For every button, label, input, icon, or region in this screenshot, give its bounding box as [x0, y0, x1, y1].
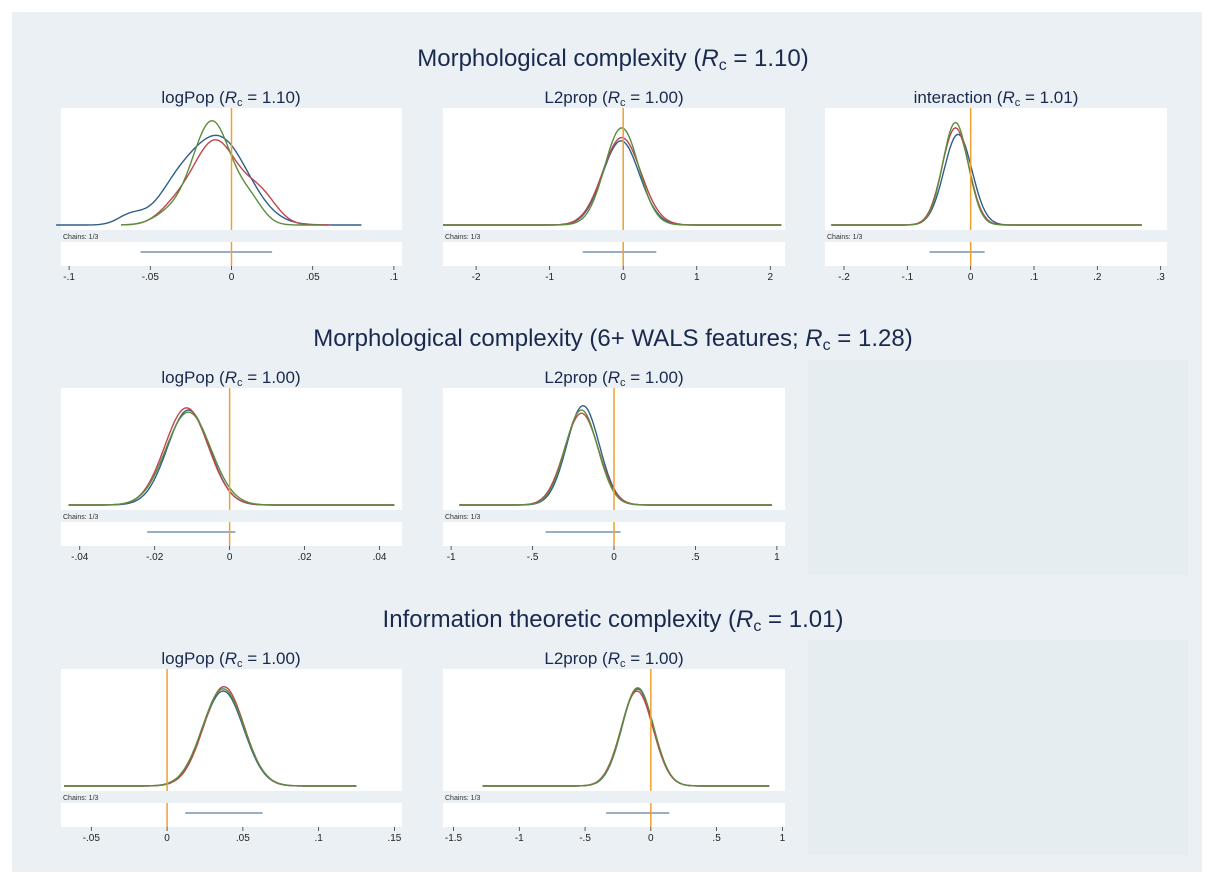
- x-tick-label: .02: [298, 552, 312, 563]
- density-plot-area: [825, 108, 1167, 230]
- chains-label: Chains: 1/3: [445, 234, 481, 241]
- section-title: Information theoretic complexity (Rc = 1…: [383, 606, 844, 635]
- panel-title: L2prop (Rc = 1.00): [544, 368, 683, 389]
- x-tick-label: .1: [1030, 272, 1039, 283]
- density-panel: logPop (Rc = 1.00) Chains: 1/3 -.04 -.02 0…: [61, 368, 402, 563]
- x-tick-label: .5: [712, 833, 721, 844]
- x-tick-label: 0: [620, 272, 626, 283]
- x-tick-label: 2: [768, 272, 774, 283]
- empty-panel: [808, 640, 1188, 855]
- section-title: Morphological complexity (6+ WALS featur…: [313, 325, 912, 354]
- x-tick-label: -1: [545, 272, 554, 283]
- panel-title: interaction (Rc = 1.01): [914, 88, 1079, 109]
- density-plot-area: [443, 108, 785, 230]
- interval-strip: [61, 803, 402, 827]
- interval-strip: [825, 242, 1167, 266]
- x-tick-label: -1.5: [445, 833, 463, 844]
- density-curve-chain-3: [831, 121, 1142, 226]
- interval-strip: [443, 803, 785, 827]
- density-curve-chain-3: [68, 411, 395, 506]
- panel-title: L2prop (Rc = 1.00): [544, 649, 683, 670]
- x-tick-label: -1: [515, 833, 524, 844]
- x-tick-label: -.05: [142, 272, 160, 283]
- density-curve-chain-3: [443, 127, 782, 226]
- density-curve-chain-3: [459, 409, 772, 506]
- panel-title: logPop (Rc = 1.10): [161, 88, 300, 109]
- x-tick-label: -2: [472, 272, 481, 283]
- chains-label: Chains: 1/3: [63, 234, 99, 241]
- x-tick-label: 0: [648, 833, 654, 844]
- density-curve-chain-3: [121, 119, 321, 226]
- x-tick-label: .15: [387, 833, 401, 844]
- x-tick-label: .5: [691, 552, 700, 563]
- density-curve-chain-2: [121, 139, 329, 226]
- x-tick-label: -.04: [71, 552, 89, 563]
- section-title: Morphological complexity (Rc = 1.10): [417, 45, 809, 74]
- density-plot-area: [443, 669, 785, 791]
- x-tick-label: .05: [306, 272, 320, 283]
- density-panel: L2prop (Rc = 1.00) Chains: 1/3 -1 -.5 0 .5 1: [443, 368, 785, 563]
- chains-label: Chains: 1/3: [827, 234, 863, 241]
- x-tick-label: -.05: [83, 833, 101, 844]
- x-tick-label: 1: [774, 552, 780, 563]
- x-tick-label: 0: [968, 272, 974, 283]
- density-panel: L2prop (Rc = 1.00) Chains: 1/3 -2 -1 0 1 2: [443, 88, 785, 283]
- panel-title: logPop (Rc = 1.00): [161, 649, 300, 670]
- density-curve-chain-3: [482, 687, 770, 787]
- x-tick-label: 1: [694, 272, 700, 283]
- empty-panel: [808, 360, 1188, 575]
- x-tick-label: -1: [447, 552, 456, 563]
- x-tick-label: .04: [373, 552, 387, 563]
- chains-label: Chains: 1/3: [445, 795, 481, 802]
- panel-title: L2prop (Rc = 1.00): [544, 88, 683, 109]
- x-tick-label: .3: [1156, 272, 1165, 283]
- chains-label: Chains: 1/3: [63, 795, 99, 802]
- density-plot-area: [61, 669, 402, 791]
- x-tick-label: .1: [314, 833, 323, 844]
- x-tick-label: -.5: [579, 833, 591, 844]
- x-tick-label: 0: [164, 833, 170, 844]
- x-tick-label: -.02: [146, 552, 164, 563]
- x-tick-label: .05: [236, 833, 250, 844]
- x-tick-label: -.5: [527, 552, 539, 563]
- density-panel: logPop (Rc = 1.10) Chains: 1/3 -.1 -.05 0.…: [56, 88, 402, 283]
- density-plot-area: [61, 388, 402, 510]
- x-tick-label: -.2: [838, 272, 850, 283]
- x-tick-label: 0: [227, 552, 233, 563]
- x-tick-label: .1: [390, 272, 399, 283]
- x-tick-label: 1: [780, 833, 786, 844]
- chains-label: Chains: 1/3: [63, 514, 99, 521]
- interval-strip: [443, 242, 785, 266]
- density-panel: L2prop (Rc = 1.00) Chains: 1/3 -1.5 -1 -.5…: [443, 649, 786, 844]
- density-panel: interaction (Rc = 1.01) Chains: 1/3 -.2 -…: [825, 88, 1167, 283]
- x-tick-label: .2: [1093, 272, 1102, 283]
- panel-title: logPop (Rc = 1.00): [161, 368, 300, 389]
- x-tick-label: 0: [611, 552, 617, 563]
- interval-strip: [61, 522, 402, 546]
- x-tick-label: -.1: [901, 272, 913, 283]
- density-curve-chain-3: [64, 688, 357, 787]
- density-panel: logPop (Rc = 1.00) Chains: 1/3 -.05 0 .05.…: [61, 649, 402, 844]
- x-tick-label: 0: [229, 272, 235, 283]
- chains-label: Chains: 1/3: [445, 514, 481, 521]
- x-tick-label: -.1: [63, 272, 75, 283]
